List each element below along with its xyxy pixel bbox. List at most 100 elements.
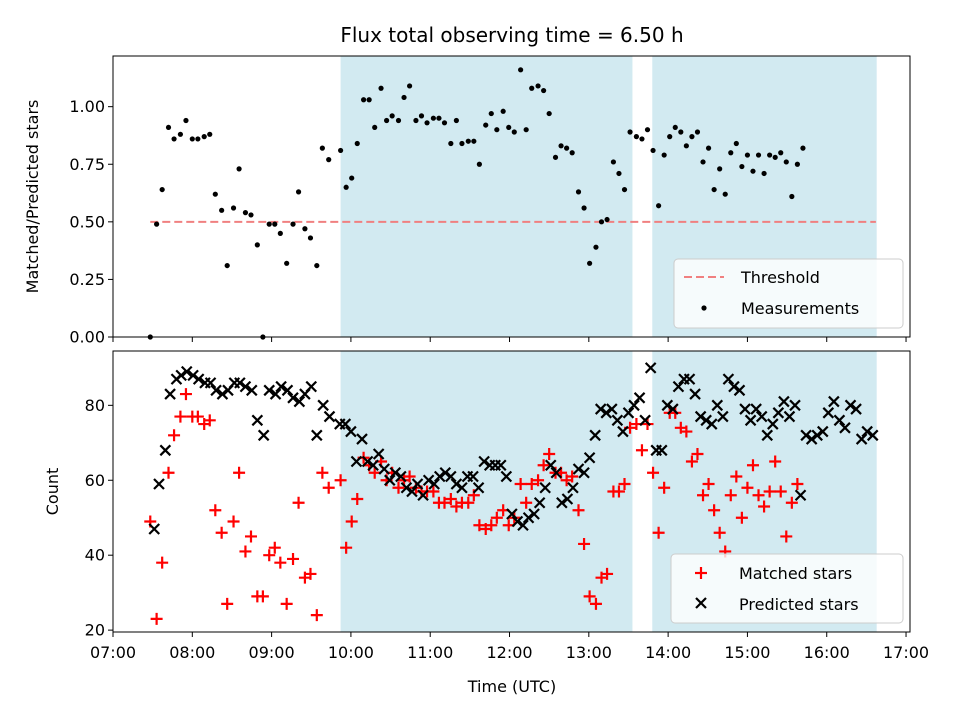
predicted-star-point-89 bbox=[656, 444, 668, 457]
measurement-point-91 bbox=[683, 143, 689, 149]
predicted-star-point-86 bbox=[639, 414, 651, 427]
measurement-point-9 bbox=[201, 134, 207, 140]
predicted-star-point-21 bbox=[269, 388, 282, 400]
measurement-point-12 bbox=[219, 207, 225, 213]
predicted-star-point-120 bbox=[828, 395, 840, 408]
matched-star-point-102 bbox=[741, 481, 754, 494]
matched-star-point-111 bbox=[791, 478, 804, 491]
bottom-legend: Matched stars Predicted stars bbox=[670, 553, 904, 624]
predicted-star-point-110 bbox=[772, 407, 785, 419]
predicted-star-point-126 bbox=[861, 425, 873, 438]
measurement-point-69 bbox=[558, 143, 564, 149]
predicted-star-point-70 bbox=[550, 466, 563, 479]
predicted-star-point-98 bbox=[705, 418, 718, 430]
legend-measurements-swatch bbox=[701, 305, 707, 311]
measurement-points bbox=[147, 67, 806, 340]
measurement-point-56 bbox=[483, 122, 489, 128]
predicted-star-point-109 bbox=[767, 418, 779, 430]
matched-star-point-28 bbox=[310, 609, 323, 622]
measurement-point-33 bbox=[349, 175, 355, 181]
measurement-point-13 bbox=[224, 262, 230, 269]
matched-star-point-108 bbox=[774, 485, 787, 498]
predicted-star-point-97 bbox=[700, 414, 712, 427]
predicted-star-point-117 bbox=[811, 429, 823, 442]
predicted-star-point-35 bbox=[356, 433, 368, 445]
predicted-star-point-122 bbox=[839, 422, 851, 434]
measurement-point-39 bbox=[383, 117, 390, 124]
x-tick-label-9: 16:00 bbox=[804, 643, 850, 662]
top-y-axis-label: Matched/Predicted stars bbox=[23, 100, 42, 294]
measurement-point-63 bbox=[523, 127, 529, 133]
predicted-star-point-67 bbox=[533, 496, 546, 509]
measurement-point-16 bbox=[242, 210, 249, 216]
matched-star-point-75 bbox=[589, 597, 602, 610]
predicted-star-point-29 bbox=[317, 399, 329, 412]
matched-star-point-66 bbox=[537, 459, 550, 472]
matched-star-point-53 bbox=[462, 496, 475, 509]
measurement-point-64 bbox=[529, 85, 535, 91]
matched-star-point-86 bbox=[652, 526, 665, 539]
predicted-star-point-72 bbox=[561, 493, 574, 505]
matched-star-point-95 bbox=[702, 478, 715, 491]
matched-star-point-100 bbox=[730, 470, 743, 483]
measurement-point-86 bbox=[656, 203, 662, 209]
predicted-star-point-25 bbox=[293, 395, 306, 408]
predicted-star-point-43 bbox=[400, 481, 413, 494]
matched-star-point-55 bbox=[473, 519, 486, 532]
matched-star-point-27 bbox=[304, 567, 317, 580]
predicted-star-point-46 bbox=[417, 489, 429, 502]
matched-star-point-41 bbox=[392, 481, 405, 494]
legend-threshold-label: Threshold bbox=[740, 268, 820, 287]
predicted-star-point-10 bbox=[204, 377, 217, 389]
predicted-star-point-87 bbox=[644, 362, 657, 374]
matched-star-point-93 bbox=[691, 448, 704, 461]
measurement-point-59 bbox=[500, 108, 506, 114]
measurement-point-52 bbox=[459, 140, 465, 147]
legend-matched-swatch bbox=[695, 567, 707, 579]
measurement-point-29 bbox=[319, 145, 325, 151]
legend-predicted-swatch bbox=[695, 597, 707, 609]
matched-star-point-13 bbox=[221, 597, 234, 610]
measurement-point-32 bbox=[343, 184, 349, 190]
measurement-point-41 bbox=[395, 117, 402, 124]
predicted-star-point-113 bbox=[789, 399, 801, 412]
predicted-star-point-75 bbox=[578, 466, 590, 479]
matched-star-point-15 bbox=[233, 466, 246, 479]
x-tick-label-10: 17:00 bbox=[883, 643, 929, 662]
top-y-ticks: 0.00 0.25 0.50 0.75 1.00 bbox=[69, 97, 113, 347]
measurement-point-87 bbox=[661, 152, 667, 158]
matched-star-point-24 bbox=[287, 552, 300, 565]
bottom-legend-box bbox=[670, 553, 904, 624]
top-y-tick-label-0: 0.00 bbox=[69, 328, 105, 347]
predicted-star-point-103 bbox=[733, 384, 746, 397]
predicted-star-point-24 bbox=[287, 392, 299, 404]
measurement-point-43 bbox=[406, 83, 413, 89]
predicted-star-point-104 bbox=[739, 403, 751, 415]
measurement-point-81 bbox=[627, 129, 633, 135]
measurement-point-1 bbox=[154, 221, 160, 227]
x-tick-label-3: 10:00 bbox=[328, 643, 374, 662]
measurement-point-20 bbox=[266, 221, 272, 227]
measurement-point-36 bbox=[366, 97, 372, 103]
matched-star-point-20 bbox=[263, 549, 276, 562]
predicted-star-point-1 bbox=[153, 478, 165, 490]
predicted-star-point-3 bbox=[164, 388, 176, 400]
measurement-point-15 bbox=[236, 166, 242, 172]
measurement-point-45 bbox=[418, 113, 425, 119]
measurement-point-78 bbox=[610, 159, 617, 165]
measurement-point-97 bbox=[717, 166, 723, 172]
predicted-star-point-85 bbox=[633, 392, 646, 404]
predicted-star-point-79 bbox=[600, 407, 613, 419]
predicted-star-point-61 bbox=[500, 470, 513, 483]
matched-star-point-5 bbox=[174, 410, 187, 423]
predicted-star-point-71 bbox=[556, 496, 568, 509]
predicted-star-point-64 bbox=[517, 519, 529, 531]
measurement-point-112 bbox=[800, 145, 806, 151]
measurement-point-109 bbox=[783, 159, 789, 165]
predicted-star-point-101 bbox=[722, 373, 735, 385]
matched-star-point-74 bbox=[583, 590, 596, 603]
predicted-star-point-107 bbox=[755, 410, 768, 423]
predicted-star-point-48 bbox=[428, 478, 440, 490]
predicted-star-point-36 bbox=[361, 455, 374, 468]
measurement-point-82 bbox=[633, 134, 640, 140]
